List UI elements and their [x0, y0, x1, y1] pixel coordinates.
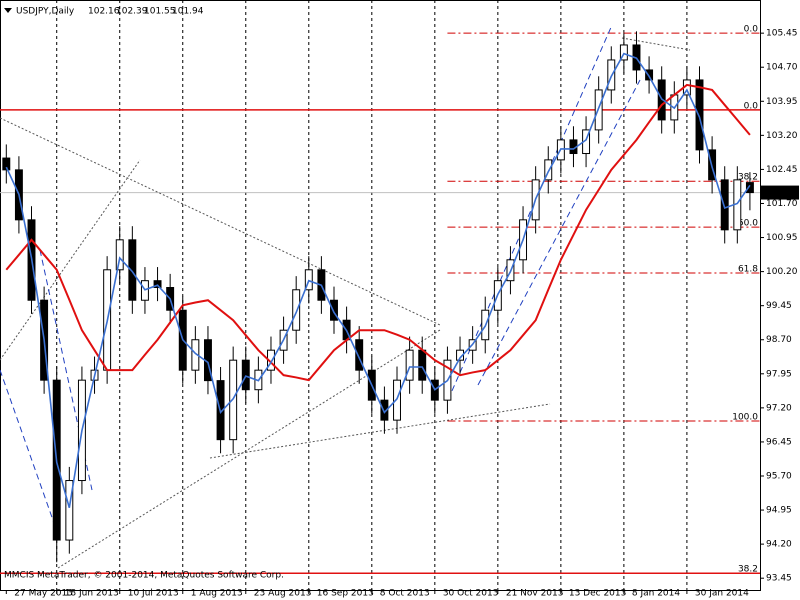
x-tick-label: 27 May 2013 — [14, 589, 73, 599]
channel-line — [477, 79, 641, 386]
x-tick-label: 13 Dec 2013 — [569, 589, 627, 599]
y-tick-label: 105.45 — [766, 29, 798, 39]
y-tick-label: 101.70 — [766, 199, 798, 209]
level-label: 61.8 — [738, 264, 758, 274]
candle-body — [393, 379, 401, 421]
x-tick-label: 8 Oct 2013 — [380, 589, 430, 599]
trendline — [209, 403, 551, 459]
x-tick-label: 1 Aug 2013 — [191, 589, 243, 599]
x-tick-label: 8 Jan 2014 — [632, 589, 680, 599]
high-value: 102.39 — [116, 7, 148, 17]
y-tick-label: 95.70 — [766, 471, 792, 481]
symbol-label: USDJPY,Daily — [16, 7, 75, 17]
y-tick-label: 103.95 — [766, 97, 798, 107]
low-value: 101.55 — [144, 7, 176, 17]
x-tick-label: 10 Jul 2013 — [128, 589, 179, 599]
y-tick-label: 102.45 — [766, 165, 798, 175]
indicator-line — [5, 83, 751, 382]
trendline — [57, 329, 441, 569]
y-tick-label: 100.20 — [766, 267, 798, 277]
candle-body — [720, 179, 729, 231]
candle-body — [241, 359, 250, 391]
open-value: 102.16 — [88, 7, 120, 17]
candle-body — [115, 239, 124, 271]
trendline — [0, 117, 441, 326]
candle-body — [355, 339, 364, 371]
candle-body — [153, 280, 162, 289]
x-tick-label: 21 Nov 2013 — [506, 589, 564, 599]
y-tick-label: 97.20 — [766, 403, 792, 413]
indicator-line — [5, 52, 751, 509]
candle-body — [292, 289, 301, 331]
channel-line — [447, 24, 613, 401]
level-label: 38.2 — [738, 173, 758, 183]
x-tick-label: 18 Jun 2013 — [65, 589, 119, 599]
x-tick-label: 23 Aug 2013 — [254, 589, 312, 599]
y-tick-label: 104.70 — [766, 63, 798, 73]
y-tick-label: 94.95 — [766, 506, 792, 516]
channel-line — [0, 369, 61, 541]
y-tick-label: 97.95 — [766, 369, 792, 379]
candle-body — [405, 349, 414, 381]
candle-body — [330, 299, 338, 321]
plot-frame — [0, 0, 761, 591]
level-label: 0.0 — [744, 25, 759, 35]
candle-body — [2, 157, 11, 171]
candle-body — [544, 159, 553, 181]
candle-body — [380, 399, 389, 421]
menu-arrow[interactable] — [4, 8, 12, 13]
candle-body — [695, 79, 704, 151]
close-value: 101.94 — [172, 7, 204, 17]
trendline — [621, 37, 691, 51]
drawings — [0, 24, 691, 569]
level-label: 50.0 — [738, 219, 758, 229]
y-tick-label: 103.20 — [766, 131, 798, 141]
x-tick-label: 30 Oct 2013 — [443, 589, 499, 599]
level-label: 0.0 — [744, 101, 759, 111]
candle-body — [65, 480, 74, 541]
y-tick-label: 99.45 — [766, 301, 792, 311]
y-tick-label: 93.45 — [766, 574, 792, 584]
candle-body — [619, 44, 628, 61]
candle-body — [745, 182, 754, 194]
level-label: 100.0 — [732, 413, 758, 423]
y-tick-label: 98.70 — [766, 335, 792, 345]
price-box — [761, 185, 799, 200]
x-tick-label: 30 Jan 2014 — [695, 589, 749, 599]
candle-body — [304, 269, 313, 291]
y-tick-label: 100.95 — [766, 233, 798, 243]
candle-body — [128, 239, 137, 301]
y-tick-label: 96.45 — [766, 437, 792, 447]
y-tick-label: 94.20 — [766, 540, 792, 550]
x-tick-label: 16 Sep 2013 — [317, 589, 374, 599]
trendline — [0, 159, 141, 361]
candle-body — [418, 349, 427, 381]
price-box-label: 101.94 — [764, 188, 796, 198]
copyright: MMCIS MetaTrader, © 2001-2014, MetaQuote… — [4, 571, 284, 581]
level-label: 38.2 — [738, 565, 758, 575]
